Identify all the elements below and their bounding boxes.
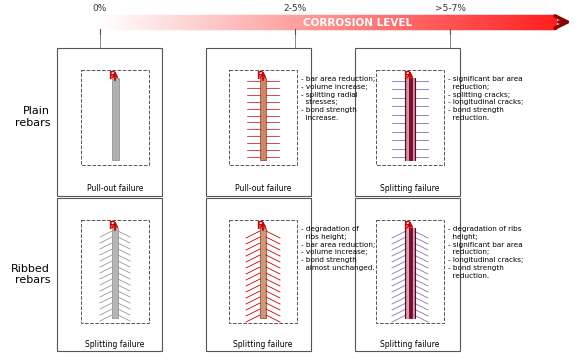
Text: F: F — [256, 71, 263, 81]
Text: Splitting failure: Splitting failure — [233, 340, 292, 349]
Bar — [57, 48, 162, 196]
Text: F: F — [108, 221, 115, 231]
Text: 2-5%: 2-5% — [284, 4, 306, 13]
Bar — [206, 198, 311, 351]
Bar — [260, 228, 266, 318]
Bar — [229, 70, 297, 165]
Text: Ribbed
rebars: Ribbed rebars — [11, 264, 50, 285]
Bar — [229, 220, 297, 323]
Text: >5-7%: >5-7% — [434, 4, 465, 13]
Bar — [408, 228, 411, 318]
Bar — [81, 220, 149, 323]
Bar — [81, 70, 149, 165]
Text: F: F — [256, 221, 263, 231]
Text: Splitting failure: Splitting failure — [380, 340, 440, 349]
Bar — [376, 70, 444, 165]
Text: - degradation of ribs
  height;
- significant bar area
  reduction;
- longitudin: - degradation of ribs height; - signific… — [448, 226, 523, 279]
Text: Plain
rebars: Plain rebars — [15, 106, 50, 128]
Bar — [406, 78, 414, 160]
Bar — [57, 198, 162, 351]
Text: - significant bar area
  reduction;
- splitting cracks;
- longitudinal cracks;
-: - significant bar area reduction; - spli… — [448, 76, 523, 121]
Text: F: F — [403, 71, 410, 81]
Bar — [376, 220, 444, 323]
Text: - degradation of
  ribs height;
- bar area reduction;
- volume increase;
- bond : - degradation of ribs height; - bar area… — [301, 226, 375, 271]
Text: Splitting failure: Splitting failure — [380, 184, 440, 193]
Text: CORROSION LEVEL: CORROSION LEVEL — [304, 18, 413, 28]
Bar — [111, 78, 118, 160]
Bar — [406, 228, 414, 318]
Text: F: F — [108, 71, 115, 81]
Bar — [112, 228, 118, 318]
Text: 0%: 0% — [93, 4, 107, 13]
Text: Pull-out failure: Pull-out failure — [87, 184, 143, 193]
Bar — [260, 78, 266, 160]
Bar — [206, 48, 311, 196]
Text: Splitting failure: Splitting failure — [86, 340, 145, 349]
Bar — [355, 48, 460, 196]
Bar — [408, 78, 411, 160]
Text: Pull-out failure: Pull-out failure — [235, 184, 291, 193]
Bar — [355, 198, 460, 351]
Text: F: F — [403, 221, 410, 231]
Text: - bar area reduction;
- volume increase;
- splitting radial
  stresses;
- bond s: - bar area reduction; - volume increase;… — [301, 76, 375, 121]
